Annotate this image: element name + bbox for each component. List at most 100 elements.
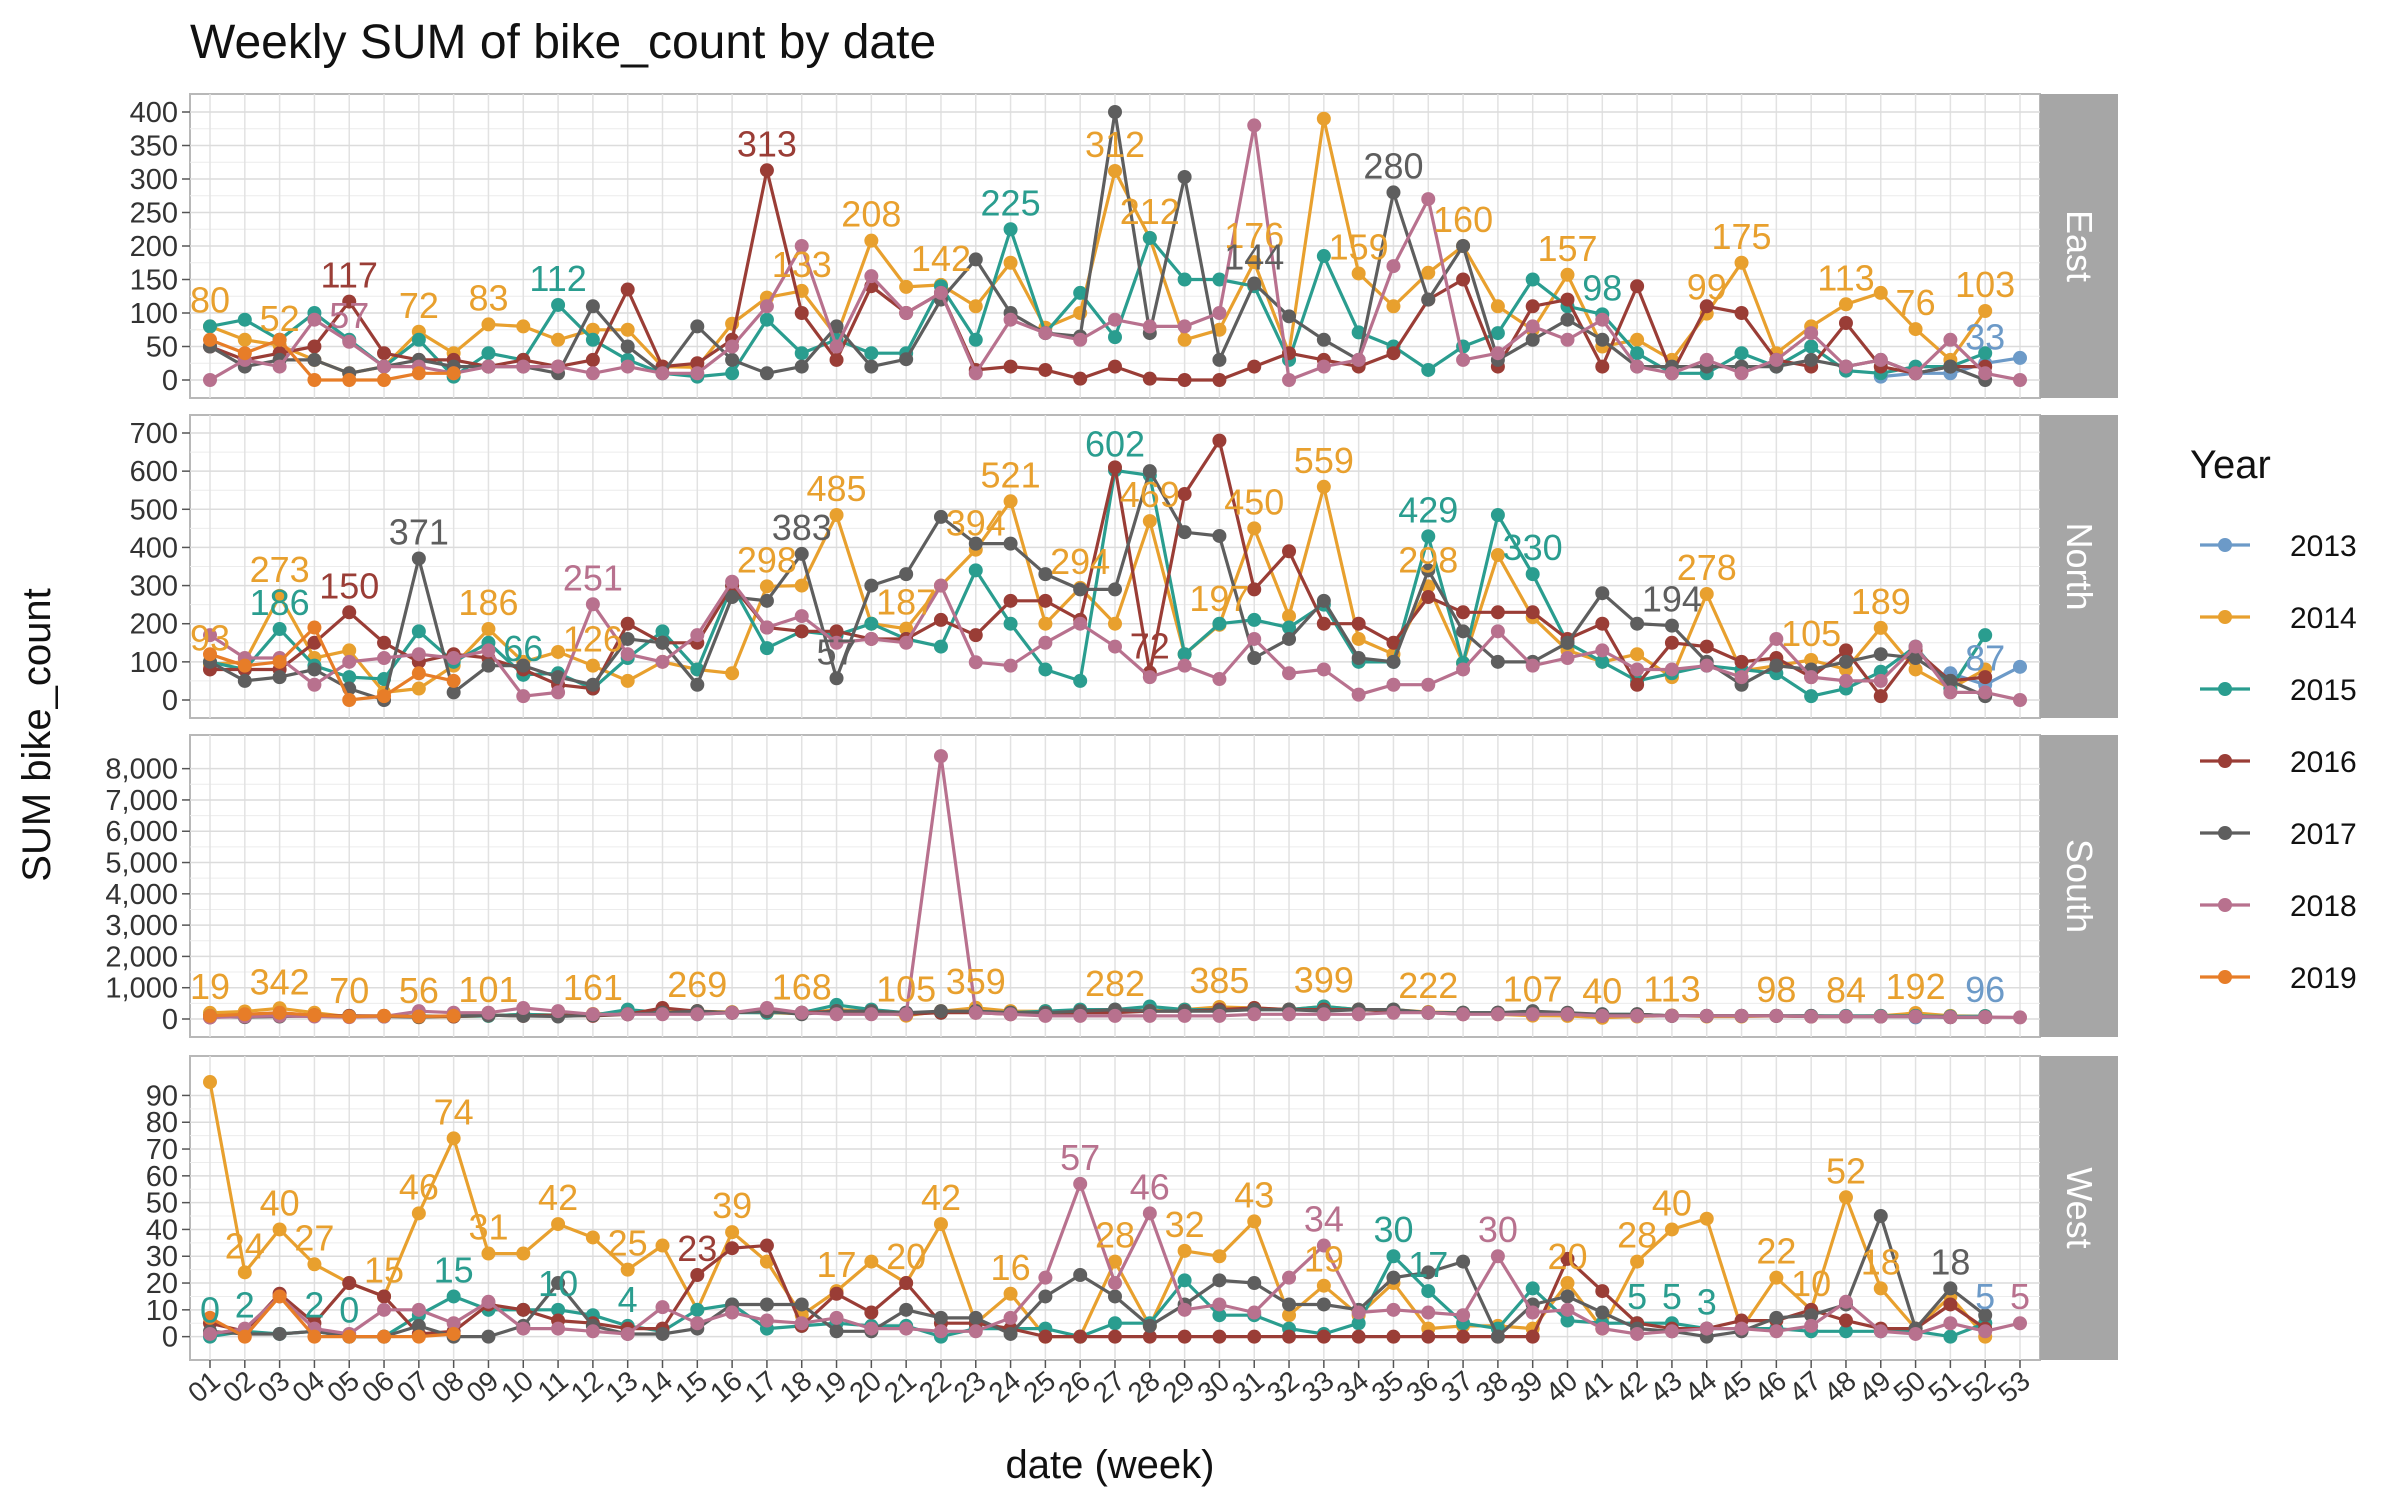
data-point-2016: [1316, 1329, 1331, 1344]
data-point-2016: [1734, 654, 1749, 669]
data-point-2016: [620, 616, 635, 631]
data-point-2017: [1630, 616, 1645, 631]
data-point-2018: [1212, 306, 1227, 320]
chart-title: Weekly SUM of bike_count by date: [190, 16, 936, 69]
data-point-2019: [342, 1009, 357, 1024]
legend-key-point: [2218, 970, 2232, 984]
data-point-2018: [1908, 1326, 1923, 1341]
data-point-2018: [725, 574, 740, 589]
data-point-2016: [1838, 1313, 1853, 1328]
data-point-2016: [1456, 1329, 1471, 1344]
data-point-2018: [1073, 332, 1088, 347]
legend-item-2019: 2019: [2200, 962, 2357, 995]
data-point-2015: [1177, 272, 1192, 287]
data-label: 161: [563, 967, 623, 1008]
legend-key-point: [2218, 898, 2232, 912]
data-point-2018: [1108, 1276, 1122, 1291]
data-point-2017: [1316, 593, 1331, 608]
data-point-2015: [1212, 272, 1227, 287]
data-point-2017: [864, 578, 879, 593]
data-point-2016: [1142, 371, 1157, 386]
data-point-2014: [1490, 548, 1505, 563]
data-point-2017: [1038, 567, 1053, 582]
data-point-2018: [1386, 677, 1401, 692]
data-label: 20: [886, 1236, 926, 1277]
data-label: 22: [1756, 1231, 1796, 1272]
data-label: 72: [1130, 626, 1170, 667]
data-point-2017: [1804, 352, 1819, 367]
data-point-2018: [516, 359, 531, 374]
data-point-2017: [1421, 563, 1436, 578]
data-label: 19: [190, 966, 230, 1007]
data-point-2015: [1073, 285, 1088, 300]
y-tick-label: 60: [146, 1161, 178, 1193]
data-label: 280: [1363, 145, 1423, 186]
data-point-2017: [1838, 654, 1853, 669]
data-point-2018: [933, 578, 948, 593]
data-point-2015: [1073, 673, 1088, 688]
data-point-2016: [1595, 359, 1610, 374]
y-tick-label: 4,000: [105, 879, 178, 911]
series-line-2015: [209, 1254, 1986, 1339]
data-point-2014: [864, 233, 879, 248]
data-point-2018: [1595, 643, 1610, 658]
data-point-2017: [690, 319, 705, 334]
data-point-2015: [1943, 1329, 1958, 1344]
data-point-2014: [1282, 609, 1297, 624]
facet-strip: [2040, 1056, 2118, 1360]
data-point-2015: [1525, 272, 1540, 287]
y-tick-label: 100: [130, 298, 178, 330]
data-point-2014: [1873, 285, 1888, 300]
data-point-2017: [1421, 292, 1436, 307]
data-point-2017: [1038, 1289, 1053, 1304]
data-point-2015: [1630, 346, 1645, 361]
legend-label: 2015: [2290, 674, 2357, 707]
data-point-2018: [759, 299, 774, 314]
data-point-2017: [1595, 1305, 1610, 1320]
data-point-2014: [1003, 255, 1018, 270]
data-label: 187: [876, 582, 936, 623]
data-point-2016: [1560, 292, 1575, 307]
data-point-2018: [655, 1300, 670, 1315]
data-point-2019: [307, 1329, 322, 1344]
data-point-2015: [1804, 339, 1819, 354]
data-label: 251: [563, 557, 623, 598]
data-label: 5: [1662, 1276, 1682, 1317]
data-point-2016: [1142, 1329, 1157, 1344]
data-label: 46: [1130, 1166, 1170, 1207]
data-point-2018: [551, 359, 566, 374]
data-point-2015: [1421, 1284, 1436, 1299]
legend-label: 2017: [2290, 818, 2357, 851]
data-point-2018: [1282, 666, 1297, 681]
data-point-2015: [1038, 662, 1053, 677]
data-point-2018: [933, 285, 948, 300]
data-label: 186: [250, 582, 310, 623]
data-point-2018: [620, 1007, 635, 1022]
data-point-2017: [1386, 1270, 1401, 1285]
data-label: 602: [1085, 423, 1145, 464]
y-tick-label: 70: [146, 1134, 178, 1166]
data-point-2018: [1804, 326, 1819, 341]
data-label: 126: [563, 619, 623, 660]
data-point-2015: [968, 563, 983, 578]
data-point-2016: [1699, 639, 1714, 654]
data-point-2014: [1873, 1281, 1888, 1296]
data-point-2014: [1699, 586, 1714, 601]
data-point-2018: [1351, 1305, 1366, 1320]
data-point-2018: [481, 1294, 496, 1309]
data-point-2018: [1142, 1008, 1157, 1023]
data-point-2018: [1769, 352, 1784, 367]
data-point-2018: [1943, 685, 1958, 700]
data-label: 0: [339, 1290, 359, 1331]
data-point-2018: [1804, 1318, 1819, 1333]
data-point-2014: [585, 1230, 600, 1245]
series-line-2017: [209, 469, 1986, 702]
legend-key-point: [2218, 826, 2232, 840]
data-label: 394: [946, 503, 1006, 544]
data-point-2017: [899, 567, 914, 582]
data-point-2018: [725, 339, 740, 354]
data-label: 294: [1050, 541, 1110, 582]
data-label: 19: [1304, 1239, 1344, 1280]
panel-data: [203, 105, 2027, 387]
data-point-2019: [411, 366, 426, 381]
